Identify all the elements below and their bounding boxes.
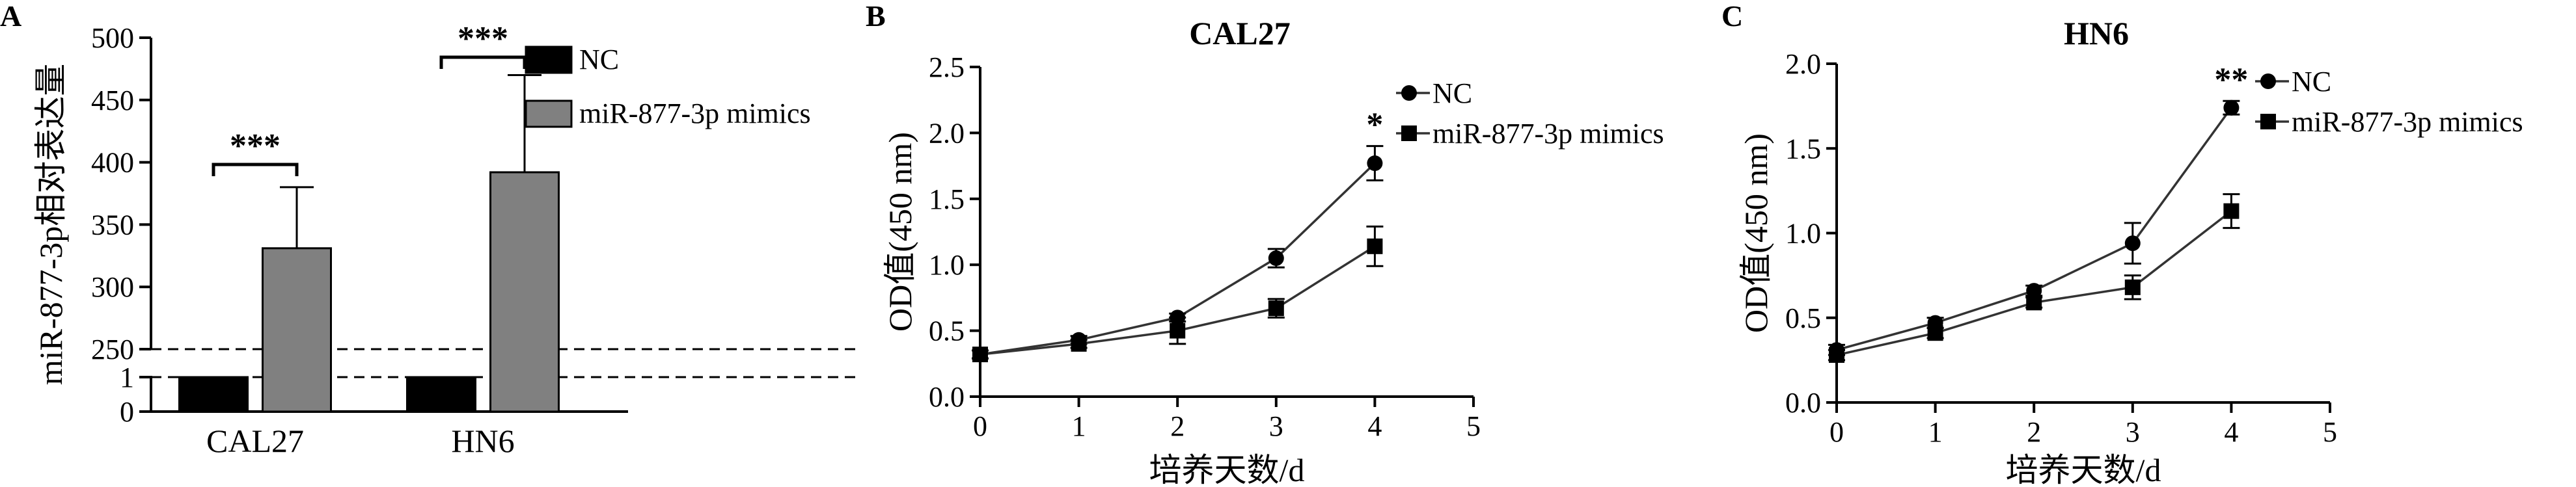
y-tick-label: 0.5 <box>929 315 965 347</box>
x-tick-label: 0 <box>1829 416 1844 448</box>
data-point-square <box>1367 238 1383 254</box>
significance-label: ** <box>2214 61 2248 98</box>
legend-marker-circle <box>1401 85 1417 101</box>
y-tick-label: 400 <box>91 147 134 179</box>
x-tick-label: 2 <box>1170 410 1185 442</box>
x-tick-label: CAL27 <box>206 423 304 459</box>
x-tick-label: HN6 <box>451 423 514 459</box>
y-axis-title: OD值(450 nm) <box>882 132 918 332</box>
significance-label: *** <box>230 127 281 165</box>
x-tick-label: 4 <box>1367 410 1382 442</box>
y-tick-label: 1.5 <box>1785 133 1821 165</box>
data-point-square <box>1071 336 1087 352</box>
legend-swatch <box>525 46 573 74</box>
x-tick-label: 3 <box>2126 416 2140 448</box>
y-tick-label: 1 <box>120 362 134 393</box>
data-point-square <box>2223 203 2240 219</box>
y-tick-label: 500 <box>91 22 134 54</box>
legend-marker-square <box>2260 114 2276 129</box>
data-point-square <box>1927 325 1943 341</box>
bar-chart-a: 250 300 350 400 450 500 01 miR-877-3p相对表达量 CAL27… <box>33 20 859 459</box>
bar <box>262 247 332 413</box>
bar <box>406 376 476 413</box>
y-tick-label: 0.5 <box>1785 302 1821 334</box>
y-axis-title: miR-877-3p相对表达量 <box>33 64 69 385</box>
line-chart-b: CAL27 0.0 0.5 1.0 1.5 2.0 2.5 0 1 2 3 4 5 培养天数/d OD值(4… <box>882 15 1664 487</box>
data-point-square <box>1170 322 1186 339</box>
y-tick-label: 0.0 <box>1785 387 1821 419</box>
y-tick-label: 250 <box>91 334 134 365</box>
data-point-circle <box>1268 250 1284 267</box>
data-point-circle <box>2026 283 2042 299</box>
panel-a: A 250 300 350 400 450 500 0 1 miR-877-3p相对表达量 CAL… <box>0 0 866 487</box>
legend-label: NC <box>579 44 619 75</box>
significance-bracket <box>212 163 299 176</box>
panel-c: C HN6 0.0 0.5 1.0 1.5 2.0 0 1 2 3 4 5 培养天数/d OD值(450 … <box>1721 0 2576 487</box>
significance-label: *** <box>458 20 508 57</box>
y-tick-label: 2.0 <box>929 117 965 149</box>
data-point-square <box>972 347 988 363</box>
bar <box>489 171 560 413</box>
y-tick-label: 0 <box>120 396 134 428</box>
data-point-circle <box>1367 155 1383 172</box>
legend-label: NC <box>1432 77 1472 109</box>
data-point-circle <box>2223 99 2240 116</box>
data-point-square <box>2026 295 2042 311</box>
panel-b: B CAL27 0.0 0.5 1.0 1.5 2.0 2.5 0 1 2 3 4 5 培养天数/d OD值… <box>866 0 1712 487</box>
x-tick-label: 5 <box>2323 416 2337 448</box>
bar <box>178 376 249 413</box>
x-axis-title: 培养天数/d <box>2006 452 2161 487</box>
chart-title: HN6 <box>2064 15 2129 51</box>
legend-label: miR-877-3p mimics <box>1432 118 1664 150</box>
significance-bracket <box>439 55 527 69</box>
x-tick-label: 0 <box>973 410 987 442</box>
y-tick-label: 300 <box>91 271 134 303</box>
panel-letter-b: B <box>866 0 886 33</box>
y-tick-label: 2.0 <box>1785 48 1821 80</box>
x-tick-label: 1 <box>1072 410 1086 442</box>
data-point-square <box>1268 300 1284 317</box>
y-tick-label: 450 <box>91 85 134 116</box>
data-point-square <box>1829 347 1844 363</box>
panel-letter-c: C <box>1721 0 1744 33</box>
y-tick-label: 1.5 <box>929 183 965 215</box>
y-tick-label: 1.0 <box>929 249 965 281</box>
legend-label: miR-877-3p mimics <box>2292 106 2523 138</box>
y-tick-label: 350 <box>91 209 134 241</box>
series-line <box>1836 107 2232 351</box>
legend-marker-circle <box>2260 73 2276 89</box>
x-tick-label: 2 <box>2027 416 2041 448</box>
y-axis-title: OD值(450 nm) <box>1738 133 1774 333</box>
data-point-circle <box>2124 235 2141 252</box>
significance-label: * <box>1366 107 1383 144</box>
panel-letter-a: A <box>0 0 22 33</box>
y-tick-label: 0.0 <box>929 381 965 413</box>
legend-label: miR-877-3p mimics <box>579 98 811 129</box>
x-axis-title: 培养天数/d <box>1149 452 1305 487</box>
x-tick-label: 1 <box>1928 416 1943 448</box>
y-tick-label: 1.0 <box>1785 218 1821 250</box>
legend-label: NC <box>2292 66 2331 98</box>
y-tick-label: 2.5 <box>929 51 965 83</box>
x-tick-label: 5 <box>1466 410 1481 442</box>
legend-marker-square <box>1401 125 1417 141</box>
x-tick-label: 3 <box>1269 410 1283 442</box>
line-chart-c: HN6 0.0 0.5 1.0 1.5 2.0 0 1 2 3 4 5 培养天数/d OD值(450 nm… <box>1738 15 2523 487</box>
chart-title: CAL27 <box>1189 15 1291 51</box>
legend-swatch <box>525 99 573 128</box>
data-point-square <box>2124 279 2141 295</box>
x-tick-label: 4 <box>2224 416 2238 448</box>
